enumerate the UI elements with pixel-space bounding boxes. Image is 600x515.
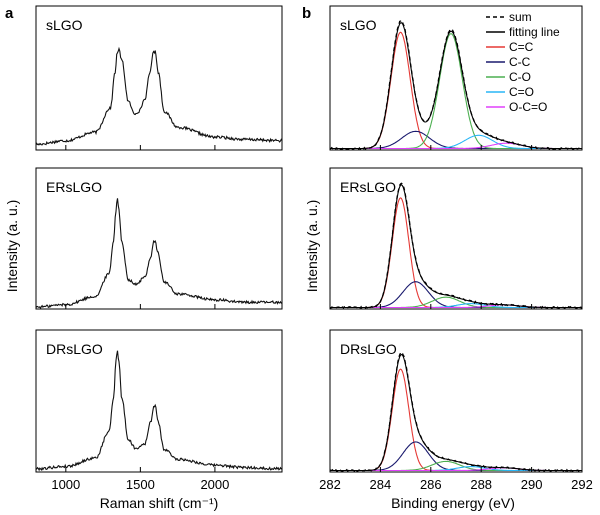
xps-component-c-c xyxy=(330,31,582,150)
xps-x-tick-label: 282 xyxy=(319,477,341,492)
xps-x-tick-label: 288 xyxy=(470,477,492,492)
legend-entry: O-C=O xyxy=(509,100,547,114)
xps-panel: sLGO ERsLGO DRsLGO 282 284 286 288 290 292 sumfit… xyxy=(319,5,593,492)
panel-a-xlabel: Raman shift (cm⁻¹) xyxy=(100,495,219,511)
xps-component-c-o xyxy=(330,296,582,309)
raman-x-tick-label: 1000 xyxy=(51,477,80,492)
xps-fitting-line xyxy=(330,184,582,309)
xps-subplot-frame xyxy=(329,5,583,151)
panel-b-letter: b xyxy=(302,5,311,22)
panel-a-ylabel: Intensity (a. u.) xyxy=(4,200,20,293)
panel-b-xlabel: Binding energy (eV) xyxy=(391,495,515,511)
xps-component-c-c xyxy=(330,368,582,472)
xps-sum-line xyxy=(329,351,582,473)
xps-component-c-c xyxy=(330,197,582,309)
xps-sum-line xyxy=(329,19,583,151)
raman-spectrum-line xyxy=(35,46,283,146)
raman-x-tick-label: 2000 xyxy=(200,477,229,492)
xps-x-tick-label: 284 xyxy=(370,477,392,492)
legend-entry: fitting line xyxy=(509,25,560,39)
legend-entry: C-C xyxy=(509,55,531,69)
legend-entry: C=C xyxy=(509,40,534,54)
xps-subplot-frame xyxy=(329,329,583,473)
xps-fitting-line xyxy=(330,353,582,472)
raman-subplot-frame xyxy=(35,167,283,310)
raman-subplot-frame xyxy=(35,5,283,151)
raman-spectrum-line xyxy=(35,198,283,310)
xps-x-tick-label: 292 xyxy=(571,477,593,492)
xps-component-c-c xyxy=(330,441,582,472)
xps-sample-label: ERsLGO xyxy=(340,179,396,195)
xps-component-c-o xyxy=(330,134,582,150)
xps-sum-line xyxy=(329,182,583,310)
legend-entry: sum xyxy=(509,10,532,24)
raman-sample-label: DRsLGO xyxy=(46,341,103,357)
xps-sample-label: DRsLGO xyxy=(340,341,397,357)
raman-sample-label: ERsLGO xyxy=(46,179,102,195)
raman-panel: sLGO ERsLGO DRsLGO 1000 1500 2000 xyxy=(35,5,283,492)
xps-x-tick-label: 290 xyxy=(521,477,543,492)
raman-spectrum-line xyxy=(35,350,283,472)
xps-component-c-o xyxy=(330,460,582,472)
legend-entry: C-O xyxy=(509,70,531,84)
xps-component-c-c xyxy=(330,281,582,309)
xps-component-c-c xyxy=(330,130,582,150)
xps-fitting-line xyxy=(330,22,582,150)
panel-b-ylabel: Intensity (a. u.) xyxy=(304,200,320,293)
xps-component-c-o xyxy=(330,33,582,150)
xps-sample-label: sLGO xyxy=(340,17,377,33)
raman-subplot-frame xyxy=(35,329,283,473)
xps-subplot-frame xyxy=(329,167,583,310)
legend-entry: C=O xyxy=(509,85,534,99)
raman-sample-label: sLGO xyxy=(46,17,83,33)
panel-a-letter: a xyxy=(5,5,14,22)
raman-x-tick-label: 1500 xyxy=(126,477,155,492)
xps-x-tick-label: 286 xyxy=(420,477,442,492)
